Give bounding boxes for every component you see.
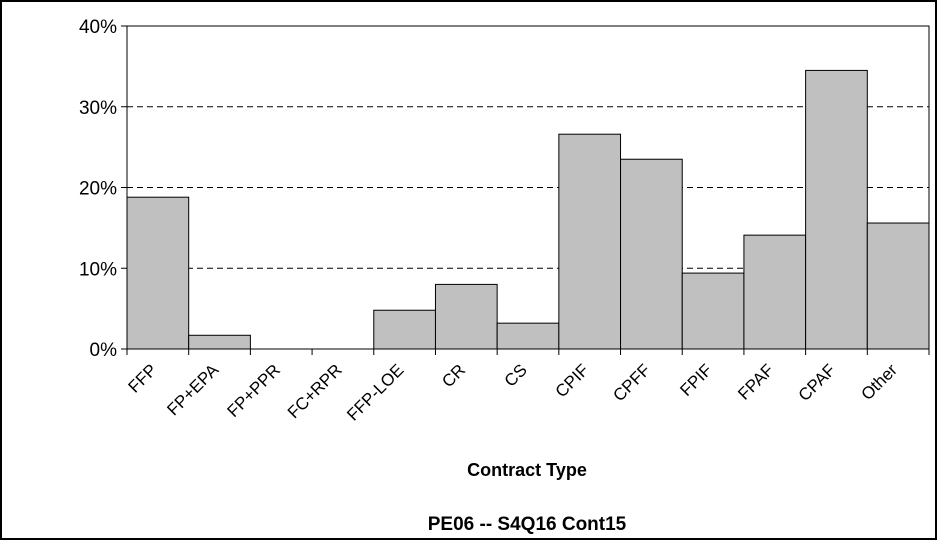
x-axis-title: Contract Type <box>467 460 587 480</box>
x-tick-label: FFP-LOE <box>343 360 407 424</box>
bar-cs <box>496 322 560 350</box>
bar-cr <box>434 283 498 350</box>
y-tick-label: 20% <box>79 179 117 200</box>
bar-ffp-loe <box>373 309 436 350</box>
x-tick-label: FP+EPA <box>163 360 222 419</box>
bar-cpaf <box>805 69 868 350</box>
x-tick-label: FC+RPR <box>284 360 346 422</box>
bar-fpaf <box>743 234 807 350</box>
bar-fpif <box>681 272 745 350</box>
gridlines <box>127 106 929 269</box>
x-tick-label: FFP <box>125 360 161 396</box>
bar-fp-epa <box>188 334 251 350</box>
x-tick-label: FPIF <box>676 360 715 399</box>
bar-cpff <box>620 158 683 350</box>
x-tick-label: Other <box>857 360 901 404</box>
x-tick-label: CPIF <box>552 360 593 401</box>
chart-title: PE06 -- S4Q16 Cont15 <box>428 514 627 535</box>
bar-other <box>866 222 930 350</box>
y-tick-label: 10% <box>79 259 117 280</box>
x-tick-label: CPAF <box>795 360 840 405</box>
x-tick-label: FP+PPR <box>224 360 285 421</box>
y-tick-label: 0% <box>90 340 118 361</box>
y-tick-labels: 0% 10% 20% 30% 40% <box>79 17 117 361</box>
bars <box>126 69 930 350</box>
y-tick-label: 30% <box>79 98 117 119</box>
bar-cpif <box>558 133 622 350</box>
y-tick-label: 40% <box>79 17 117 38</box>
x-tick-label: FPAF <box>734 360 777 403</box>
x-tick-label: CR <box>438 360 469 391</box>
axes <box>121 25 930 355</box>
x-tick-label: CPFF <box>609 360 654 405</box>
x-tick-label: CS <box>501 360 531 390</box>
bar-ffp <box>126 196 190 350</box>
